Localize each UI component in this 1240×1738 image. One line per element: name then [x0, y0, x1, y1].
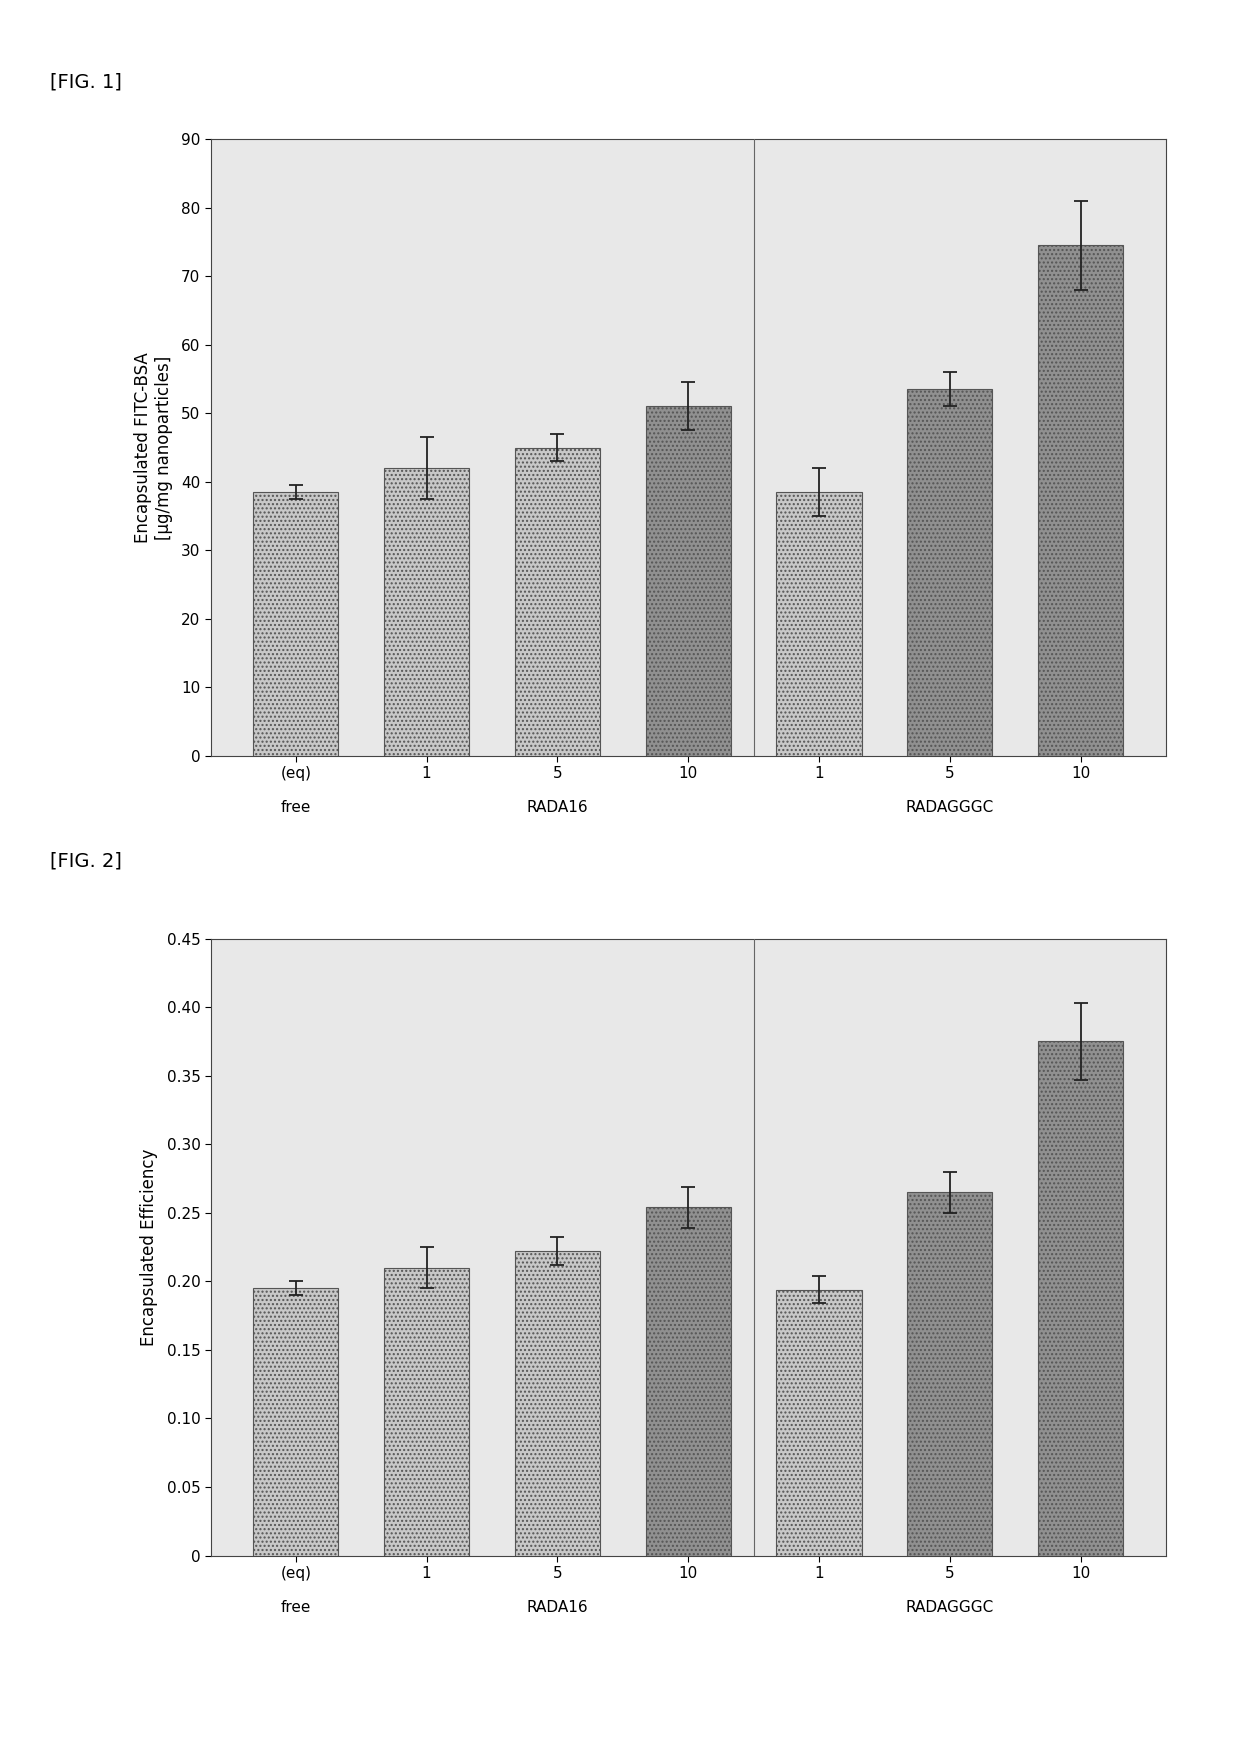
Text: [FIG. 1]: [FIG. 1]	[50, 73, 122, 92]
Bar	[908, 389, 992, 756]
Bar	[384, 1267, 469, 1556]
Bar	[1038, 1041, 1123, 1556]
Bar	[646, 407, 730, 756]
Y-axis label: Encapsulated FITC-BSA
[μg/mg nanoparticles]: Encapsulated FITC-BSA [μg/mg nanoparticl…	[134, 353, 172, 542]
Y-axis label: Encapsulated Efficiency: Encapsulated Efficiency	[140, 1149, 159, 1345]
Bar	[776, 1290, 862, 1556]
Text: [FIG. 2]: [FIG. 2]	[50, 852, 122, 871]
Text: free: free	[280, 801, 311, 815]
Bar	[384, 468, 469, 756]
Text: RADAGGGC: RADAGGGC	[905, 801, 994, 815]
Text: free: free	[280, 1601, 311, 1615]
Text: RADA16: RADA16	[527, 801, 588, 815]
Bar	[646, 1208, 730, 1556]
Bar	[253, 492, 339, 756]
Bar	[515, 1251, 600, 1556]
Bar	[908, 1192, 992, 1556]
Text: RADA16: RADA16	[527, 1601, 588, 1615]
Bar	[776, 492, 862, 756]
Bar	[253, 1288, 339, 1556]
Bar	[1038, 245, 1123, 756]
Text: RADAGGGC: RADAGGGC	[905, 1601, 994, 1615]
Bar	[515, 448, 600, 756]
